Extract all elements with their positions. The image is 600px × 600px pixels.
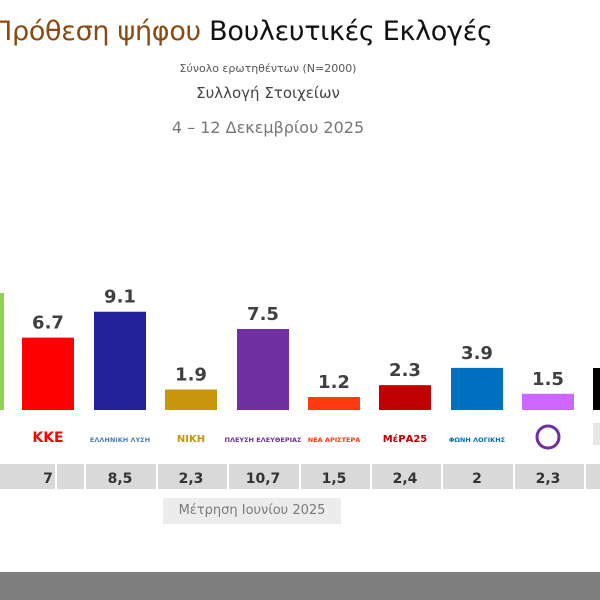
chart-title: Πρόθεση ψήφου Βουλευτικές Εκλογές [0,16,493,47]
value-label: 3.9 [461,343,493,364]
party-logo: ΕΛΛΗΝΙΚΗ ΛΥΣΗ [90,436,150,444]
party-logo: ΝΕΑ ΑΡΙΣΤΕΡΑ [308,436,361,444]
footer-band [0,572,600,600]
previous-value: 2,3 [179,471,204,487]
bar [451,367,503,410]
value-label: 9.1 [104,287,136,308]
previous-value: 10,7 [246,471,281,487]
dates: 4 – 12 Δεκεμβρίου 2025 [171,118,365,137]
value-label: 1.2 [318,372,350,393]
party-logo [535,424,561,450]
party-logo: ΚΚΕ [32,430,63,446]
bar [522,393,574,410]
previous-value: 2 [472,471,482,487]
value-label: 1.9 [175,364,207,385]
bar [22,337,74,410]
bar [165,389,217,410]
value-label: 2.3 [389,360,421,381]
party-logo [593,423,600,445]
bar [94,311,146,410]
previous-value: 1,5 [322,471,347,487]
party-logo: ΜέΡΑ25 [383,433,428,445]
previous-value: 8,5 [108,471,133,487]
previous-measurement-label: Μέτρηση Ιουνίου 2025 [163,498,341,524]
collection-label: Συλλογή Στοιχείων [196,84,340,102]
party-logo: ΝΙΚΗ [177,434,205,445]
previous-value: 2,4 [393,471,418,487]
previous-value: 7 [43,471,53,487]
bar [237,329,289,410]
bar [379,385,431,410]
sample-size: Σύνολο ερωτηθέντων (N=2000) [179,62,357,75]
bar [308,397,360,410]
bar [593,368,600,410]
value-label: 1.5 [532,369,564,390]
party-logo: ΦΩΝΗ ΛΟΓΙΚΗΣ [449,436,505,444]
value-label: 7.5 [247,304,279,325]
previous-value: 2,3 [536,471,561,487]
party-logo: ΠΛΕΥΣΗ ΕΛΕΥΘΕΡΙΑΣ [225,436,302,444]
value-label: 6.7 [32,313,64,334]
bar [0,293,4,410]
